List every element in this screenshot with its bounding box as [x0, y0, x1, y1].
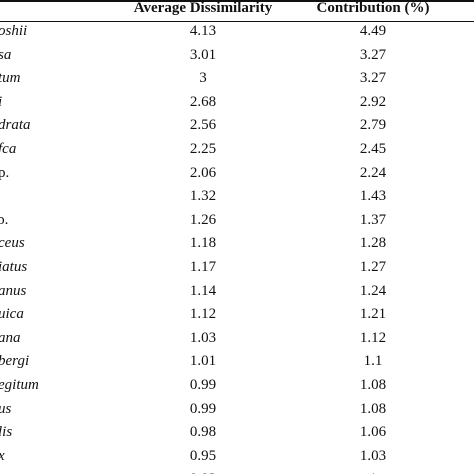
contribution-cell: 1.08 [359, 400, 387, 417]
contribution-cell: 3.27 [359, 70, 387, 87]
table-row: 1.32 1.43 [0, 185, 474, 209]
species-cell: p. [0, 468, 108, 474]
table-row: ɔ. 1.26 1.37 [0, 209, 474, 233]
species-cell: p. [0, 164, 10, 181]
table-row: fca 2.25 2.45 [0, 138, 474, 162]
average-dissimilarity-cell: 2.68 [189, 93, 217, 110]
contribution-cell: 4.49 [359, 23, 387, 39]
contribution-cell: 1 [298, 468, 448, 474]
table-row: p. 0.92 1 [0, 468, 474, 474]
table-body: oshii 4.13 4.49 sa 3.01 3.27 tum 3 3.27 i 2.68 2.92… [0, 20, 474, 474]
table-row: oshii 4.13 4.49 [0, 20, 474, 44]
contribution-cell: 1.43 [359, 188, 387, 205]
table-row: ceus 1.18 1.28 [0, 232, 474, 256]
average-dissimilarity-cell: 4.13 [189, 23, 217, 39]
average-dissimilarity-cell: 0.98 [189, 424, 217, 441]
species-cell: sa [0, 46, 12, 63]
average-dissimilarity-cell: 3 [199, 70, 207, 87]
species-cell: tum [0, 70, 21, 87]
species-cell: x [0, 445, 108, 469]
table-row: egitum 0.99 1.08 [0, 374, 474, 398]
species-cell: ceus [0, 235, 25, 252]
contribution-cell: 2.45 [359, 140, 387, 157]
contribution-cell: 2.79 [359, 117, 387, 134]
table-row: uica 1.12 1.21 [0, 303, 474, 327]
average-dissimilarity-cell: 0.99 [189, 376, 217, 393]
average-dissimilarity-cell: 1.14 [189, 282, 217, 299]
table-row: ana 1.03 1.12 [0, 327, 474, 351]
average-dissimilarity-cell: 1.26 [189, 211, 217, 228]
species-cell: oshii [0, 23, 28, 39]
table-row: bergi 1.01 1.1 [0, 350, 474, 374]
species-cell: ɔ. [0, 211, 9, 228]
average-dissimilarity-cell: 1.12 [189, 306, 217, 323]
contribution-cell: 2.92 [359, 93, 387, 110]
contribution-cell: 1.12 [359, 329, 387, 346]
species-cell: egitum [0, 376, 39, 393]
table-row: us 0.99 1.08 [0, 398, 474, 422]
table-top-rule [0, 0, 474, 2]
average-dissimilarity-cell: 2.56 [189, 117, 217, 134]
table-row: tum 3 3.27 [0, 67, 474, 91]
contribution-cell: 1.21 [359, 306, 387, 323]
average-dissimilarity-cell: 0.95 [189, 447, 217, 464]
average-dissimilarity-cell: 1.32 [189, 188, 217, 205]
average-dissimilarity-cell: 1.18 [189, 235, 217, 252]
species-cell: us [0, 400, 12, 417]
species-cell: fca [0, 140, 17, 157]
average-dissimilarity-cell: 0.99 [189, 400, 217, 417]
table-row: drata 2.56 2.79 [0, 114, 474, 138]
contribution-header: Contribution (%) [316, 0, 430, 16]
contribution-cell: 3.27 [359, 46, 387, 63]
species-cell: iatus [0, 258, 28, 275]
average-dissimilarity-cell: 2.06 [189, 164, 217, 181]
table-row: x 0.95 1.03 [0, 445, 474, 469]
table-header-row: Average Dissimilarity Contribution (%) [0, 0, 474, 20]
species-cell: anus [0, 282, 27, 299]
contribution-cell: 1.27 [359, 258, 387, 275]
contribution-cell: 2.24 [359, 164, 387, 181]
average-dissimilarity-header: Average Dissimilarity [133, 0, 273, 16]
table-row: i 2.68 2.92 [0, 91, 474, 115]
contribution-cell: 1.08 [359, 376, 387, 393]
contribution-cell: 1.37 [359, 211, 387, 228]
contribution-cell: 1.1 [363, 353, 383, 370]
average-dissimilarity-cell: 2.25 [189, 140, 217, 157]
contribution-cell: 1.06 [359, 424, 387, 441]
table-row: lis 0.98 1.06 [0, 421, 474, 445]
table-header-rule [0, 21, 474, 22]
average-dissimilarity-cell: 0.92 [118, 468, 288, 474]
table-row: iatus 1.17 1.27 [0, 256, 474, 280]
average-dissimilarity-cell: 1.17 [189, 258, 217, 275]
species-cell: drata [0, 117, 31, 134]
species-column-header [0, 0, 100, 20]
species-cell: uica [0, 306, 24, 323]
species-cell: ana [0, 329, 21, 346]
table-row: sa 3.01 3.27 [0, 44, 474, 68]
contribution-cell: 1.28 [359, 235, 387, 252]
table-row: anus 1.14 1.24 [0, 280, 474, 304]
average-dissimilarity-cell: 3.01 [189, 46, 217, 63]
contribution-cell: 1.24 [359, 282, 387, 299]
average-dissimilarity-cell: 1.01 [189, 353, 217, 370]
species-cell: bergi [0, 353, 30, 370]
species-cell: lis [0, 424, 13, 441]
species-cell: i [0, 91, 108, 115]
average-dissimilarity-cell: 1.03 [189, 329, 217, 346]
contribution-cell: 1.03 [359, 447, 387, 464]
table-row: p. 2.06 2.24 [0, 162, 474, 186]
